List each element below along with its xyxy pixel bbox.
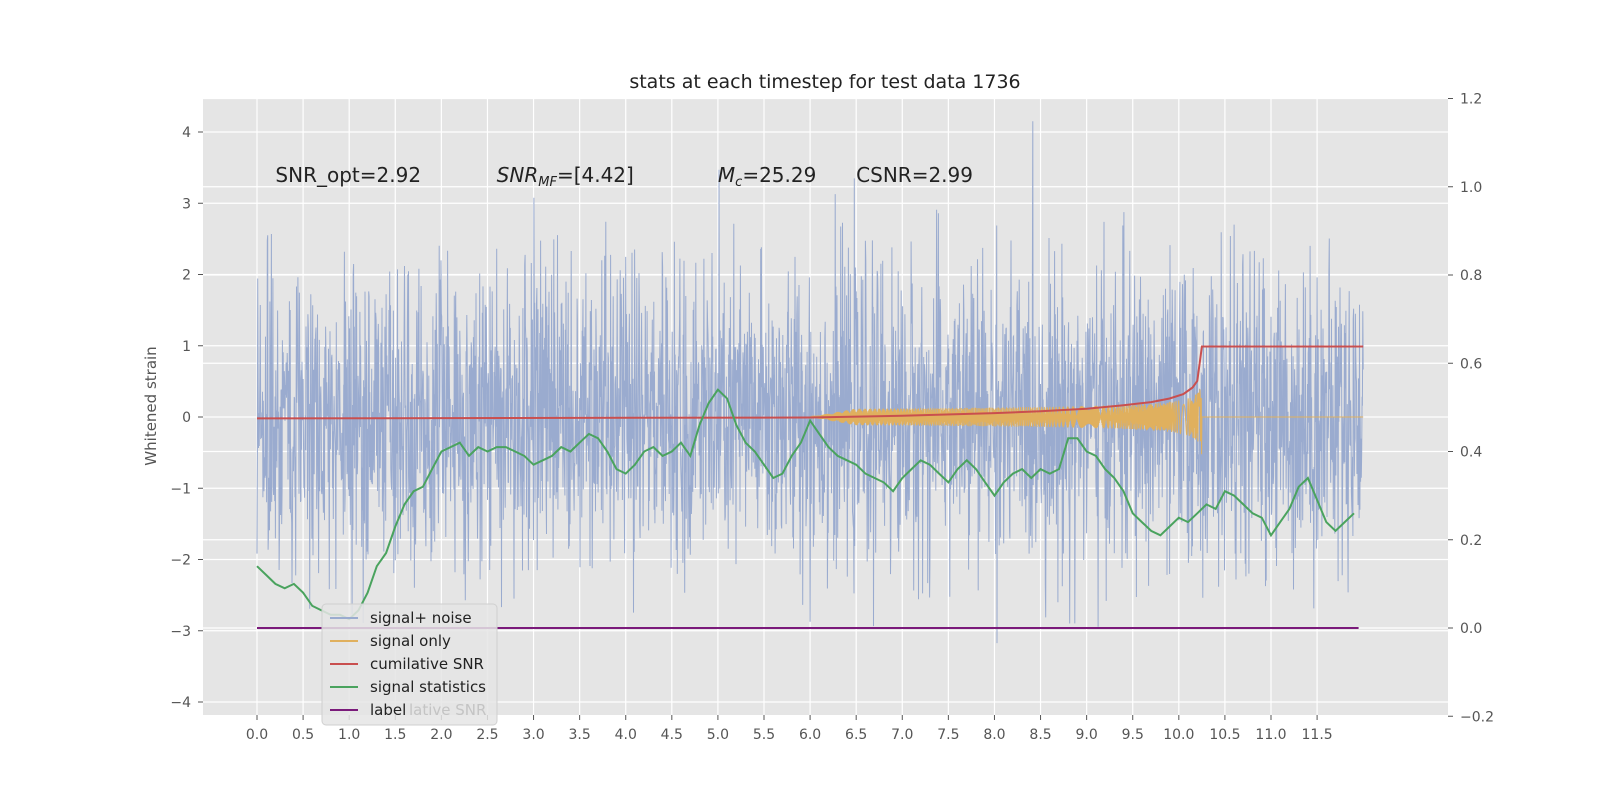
annotation-1: SNRMF=[4.42]	[497, 163, 634, 190]
y-tick-label: 1	[182, 339, 191, 355]
annotation-subscript: c	[735, 175, 742, 190]
annotation-main: SNR	[497, 163, 539, 187]
x-tick-label: 5.0	[707, 727, 729, 743]
legend-hidden-text: lative SNR	[409, 701, 486, 719]
x-tick-label: 7.0	[891, 727, 913, 743]
legend-label: signal only	[370, 632, 451, 650]
x-tick-label: 8.5	[1029, 727, 1051, 743]
y-right-tick-label: 1.0	[1460, 180, 1482, 196]
annotation-rest: =[4.42]	[557, 163, 634, 187]
y-tick-label: 2	[182, 268, 191, 284]
x-tick-label: 6.0	[799, 727, 821, 743]
x-tick-label: 8.0	[983, 727, 1005, 743]
x-tick-label: 11.0	[1255, 727, 1286, 743]
cumulative-snr-line	[256, 345, 1364, 420]
y-right-tick-label: 0.8	[1460, 268, 1482, 284]
signal-noise-line	[256, 121, 1364, 644]
y-right-tick-label: 0.4	[1460, 445, 1482, 461]
x-tick-label: 2.5	[476, 727, 498, 743]
legend-label: signal statistics	[370, 678, 486, 696]
annotation-subscript: MF	[538, 175, 557, 190]
y-right-tick-label: 0.6	[1460, 356, 1482, 372]
x-tick-label: 11.5	[1302, 727, 1333, 743]
legend-label: cumilative SNR	[370, 655, 484, 673]
axes: 0.0 0.5 1.0 1.5 2.0 2.5 3.0 3.5 4.0 4.5 5.0 5.5 6.0 6…	[170, 92, 1494, 744]
y-tick-label: 4	[182, 125, 191, 141]
y-tick-label: −2	[170, 553, 191, 569]
signal-only-series	[809, 389, 1364, 455]
signal-noise-series	[256, 121, 1364, 644]
y-axis-label: Whitened strain	[142, 346, 160, 465]
x-tick-label: 9.5	[1122, 727, 1144, 743]
x-tick-label: 10.0	[1163, 727, 1194, 743]
x-tick-label: 3.0	[522, 727, 544, 743]
annotation-3: CSNR=2.99	[856, 163, 973, 187]
x-tick-label: 4.5	[661, 727, 683, 743]
x-tick-label: 4.0	[615, 727, 637, 743]
annotation-0: SNR_opt=2.92	[275, 163, 421, 187]
y-right-tick-label: 0.0	[1460, 621, 1482, 637]
x-tick-label: 1.0	[338, 727, 360, 743]
y-tick-label: −4	[170, 695, 191, 711]
x-tick-label: 0.0	[246, 727, 268, 743]
legend-box	[321, 603, 498, 726]
chart-title: stats at each timestep for test data 173…	[629, 71, 1020, 93]
x-tick-label: 6.5	[845, 727, 867, 743]
legend: signal+ noise signal only cumilative SNR si…	[321, 603, 498, 726]
x-tick-label: 5.5	[753, 727, 775, 743]
annotations: SNR_opt=2.92 SNRMF=[4.42] Mc=25.29 CSNR=2.9…	[275, 163, 973, 190]
legend-label: signal+ noise	[370, 609, 472, 627]
x-tick-label: 1.5	[384, 727, 406, 743]
annotation-rest: =25.29	[742, 163, 816, 187]
y-right-tick-label: 1.2	[1460, 92, 1482, 108]
x-tick-label: 7.5	[937, 727, 959, 743]
x-tick-label: 3.5	[569, 727, 591, 743]
y-tick-label: 0	[182, 410, 191, 426]
y-right-tick-label: 0.2	[1460, 533, 1482, 549]
x-tick-label: 10.5	[1209, 727, 1240, 743]
annotation-main: M	[718, 163, 735, 187]
y-tick-label: 3	[182, 196, 191, 212]
x-tick-label: 0.5	[292, 727, 314, 743]
y-tick-label: −1	[170, 481, 191, 497]
x-tick-label: 9.0	[1076, 727, 1098, 743]
annotation-2: Mc=25.29	[718, 163, 816, 190]
x-tick-label: 2.0	[430, 727, 452, 743]
signal-only-line	[809, 389, 1364, 455]
y-right-tick-label: −0.2	[1460, 709, 1494, 725]
signal-statistics-line	[256, 388, 1355, 621]
y-tick-label: −3	[170, 624, 191, 640]
legend-label: label	[370, 701, 406, 719]
